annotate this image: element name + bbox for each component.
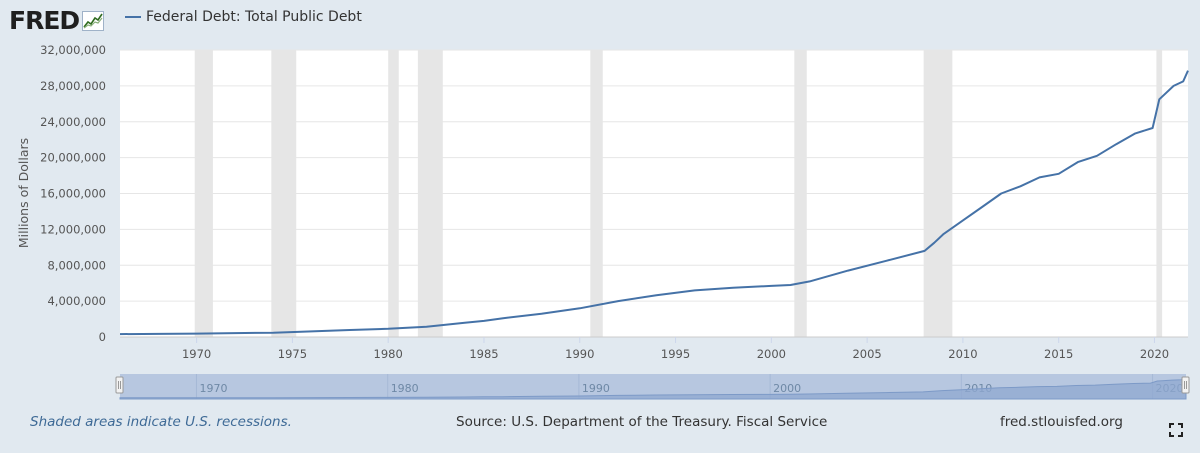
y-tick-label: 20,000,000 bbox=[40, 151, 106, 165]
navigator-tick-label: 1990 bbox=[582, 382, 610, 395]
chart-legend[interactable]: Federal Debt: Total Public Debt bbox=[125, 9, 362, 25]
x-tick-label: 1970 bbox=[182, 347, 211, 361]
site-link[interactable]: fred.stlouisfed.org bbox=[1000, 414, 1123, 430]
x-tick-label: 2020 bbox=[1140, 347, 1169, 361]
x-tick-label: 1975 bbox=[278, 347, 307, 361]
x-tick-label: 2005 bbox=[852, 347, 881, 361]
x-tick-label: 1985 bbox=[469, 347, 498, 361]
navigator-area bbox=[119, 378, 1187, 400]
legend-label: Federal Debt: Total Public Debt bbox=[146, 9, 362, 25]
y-tick-label: 16,000,000 bbox=[40, 187, 106, 201]
y-axis-label: Millions of Dollars bbox=[16, 138, 31, 248]
navigator-handle-right[interactable] bbox=[1181, 376, 1190, 394]
line-chart-icon bbox=[82, 11, 105, 31]
navigator-tick-label: 2000 bbox=[773, 382, 801, 395]
navigator-tick-label: 1980 bbox=[391, 382, 419, 395]
grid bbox=[120, 49, 1188, 338]
series-line[interactable] bbox=[119, 70, 1189, 336]
y-tick-label: 4,000,000 bbox=[47, 294, 106, 308]
y-tick-label: 28,000,000 bbox=[40, 79, 106, 93]
navigator-handle-left[interactable] bbox=[115, 376, 124, 394]
navigator-tick-label: 1970 bbox=[199, 382, 227, 395]
recession-note: Shaded areas indicate U.S. recessions. bbox=[30, 414, 292, 430]
y-tick-label: 32,000,000 bbox=[40, 43, 106, 57]
y-tick-label: 0 bbox=[99, 330, 106, 344]
logo-text: FRED bbox=[9, 6, 80, 35]
x-tick-label: 1990 bbox=[565, 347, 594, 361]
x-tick-label: 1995 bbox=[661, 347, 690, 361]
x-axis-ticks: 1970 1975 1980 1985 1990 1995 2000 2005 2010 2015… bbox=[182, 337, 1169, 361]
navigator-series bbox=[119, 378, 1187, 400]
chart-header: FRED Federal Debt: Total Public Debt bbox=[0, 0, 1200, 40]
x-tick-label: 2010 bbox=[948, 347, 977, 361]
fullscreen-icon[interactable] bbox=[1169, 423, 1183, 437]
x-tick-label: 2015 bbox=[1044, 347, 1073, 361]
source-note: Source: U.S. Department of the Treasury.… bbox=[456, 414, 828, 430]
x-tick-label: 2000 bbox=[757, 347, 786, 361]
y-axis-ticks: 0 4,000,000 8,000,000 12,000,000 16,000,000 2… bbox=[40, 43, 106, 344]
y-tick-label: 8,000,000 bbox=[47, 258, 106, 272]
y-tick-label: 24,000,000 bbox=[40, 115, 106, 129]
fred-logo[interactable]: FRED bbox=[9, 6, 105, 36]
series-lines[interactable] bbox=[119, 70, 1189, 336]
y-tick-label: 12,000,000 bbox=[40, 222, 106, 236]
legend-swatch bbox=[125, 16, 141, 18]
x-tick-label: 1980 bbox=[374, 347, 403, 361]
navigator[interactable]: 197019801990200020102020 bbox=[115, 374, 1190, 400]
